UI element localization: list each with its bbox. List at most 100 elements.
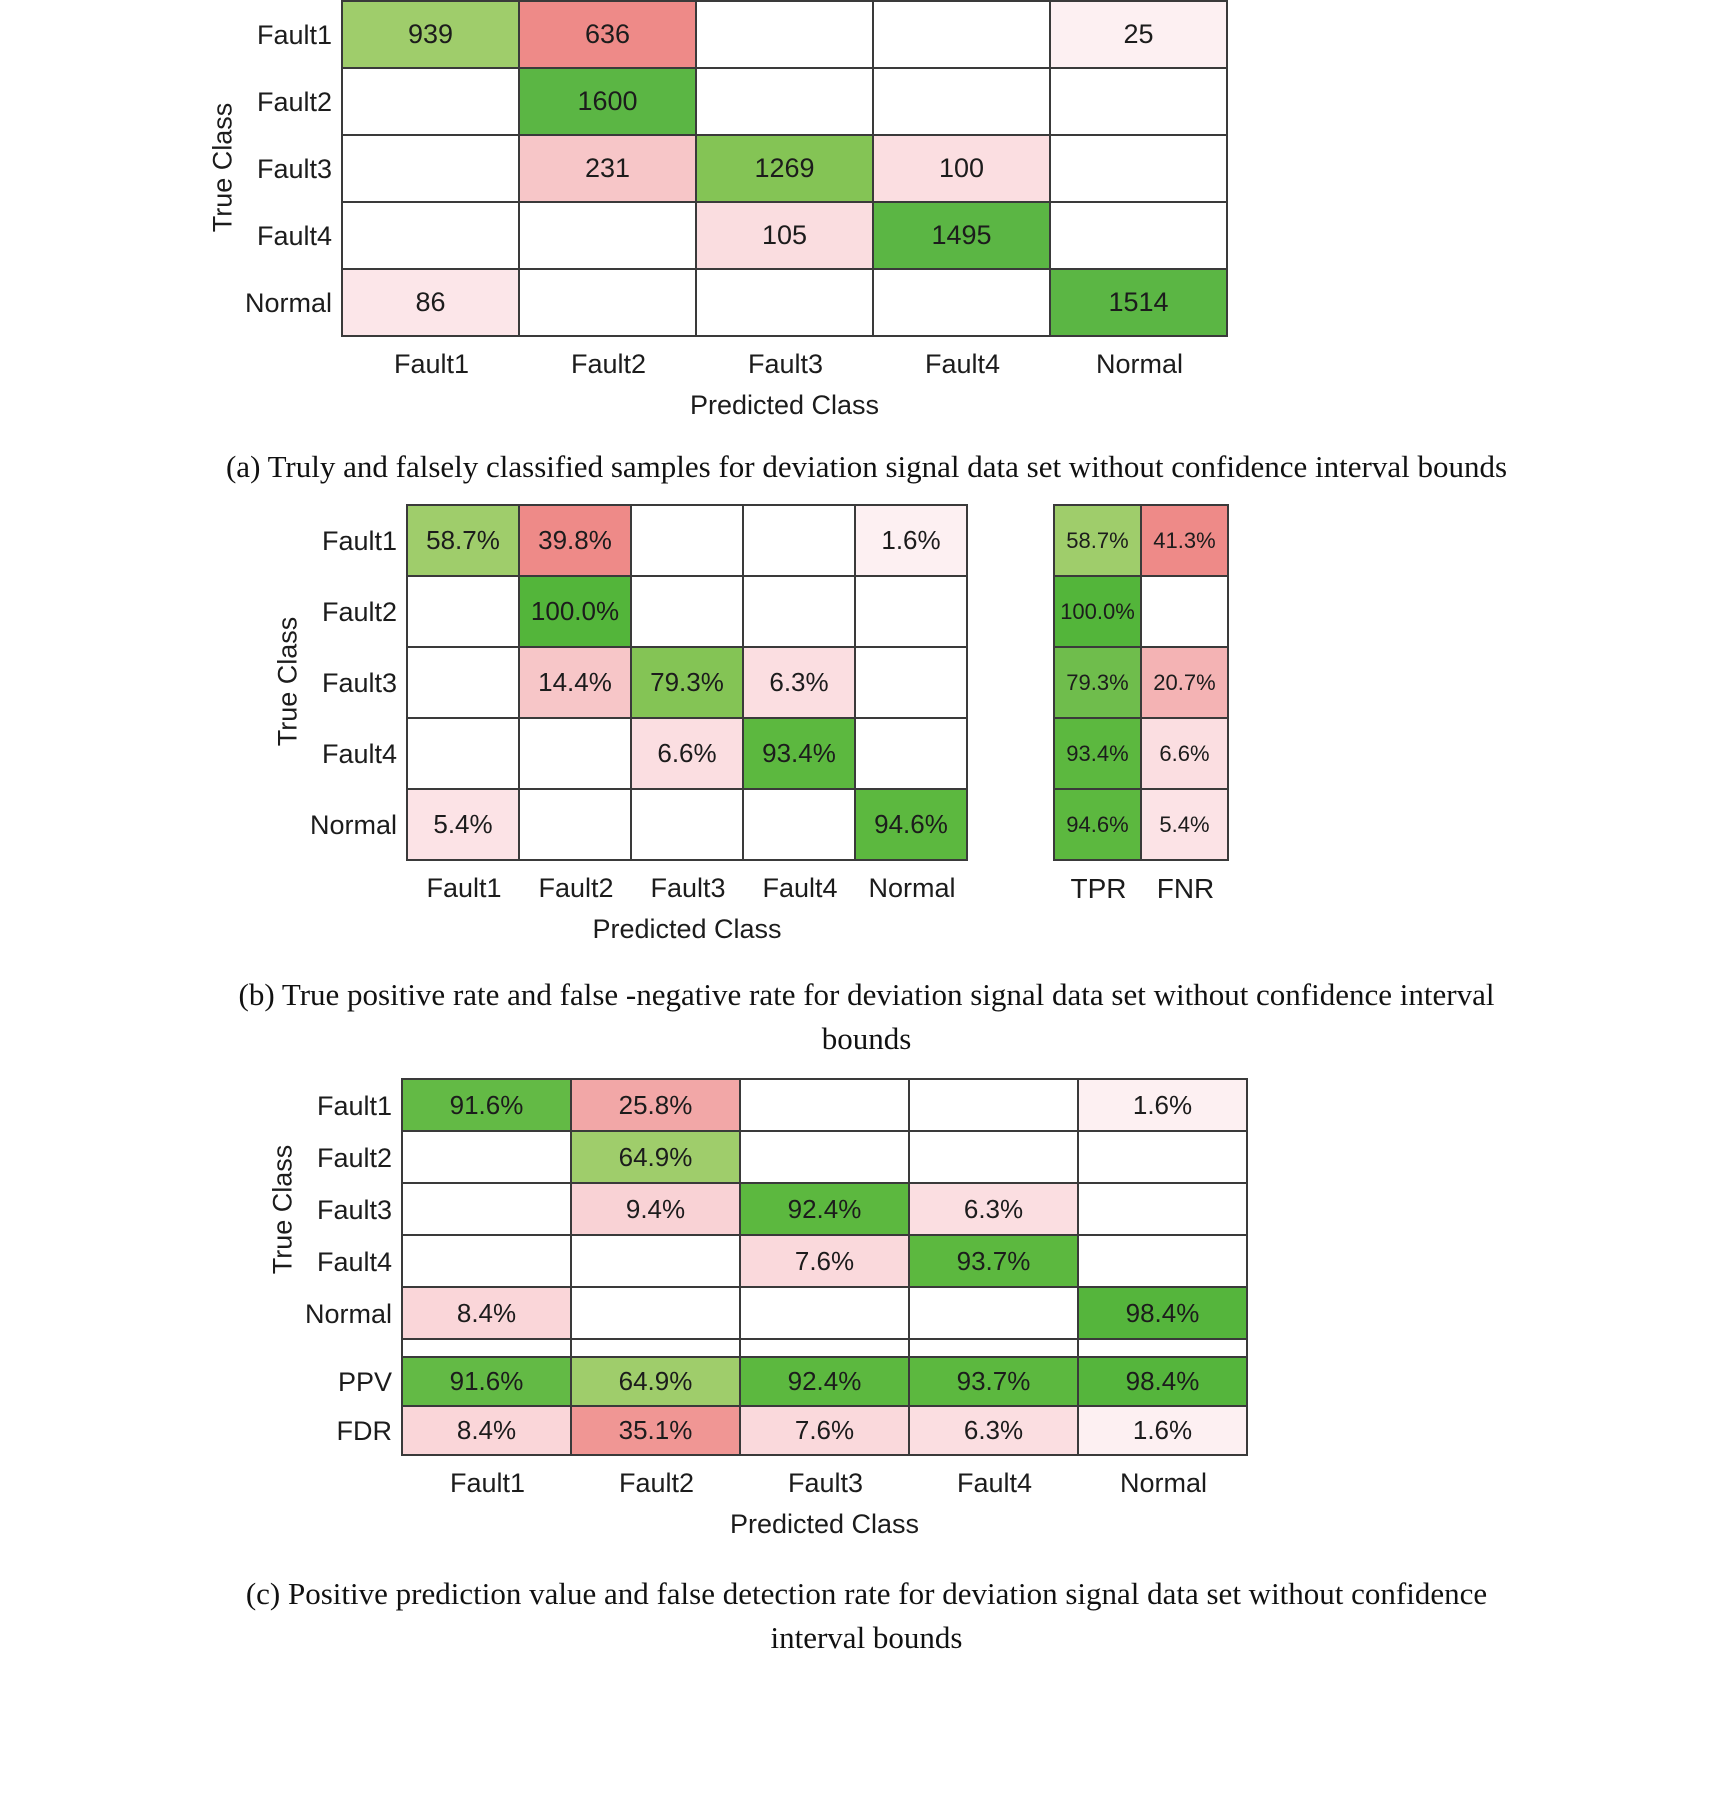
matrix-cell: 14.4%: [520, 648, 632, 720]
matrix-cell: 8.4%: [403, 1407, 572, 1457]
caption-line: (a) Truly and falsely classified samples…: [225, 449, 1508, 484]
col-label: Fault4: [956, 1468, 1033, 1499]
grid-column: 939 636 25 1600 231 1269 100 105 1495 86 1514 Faul…: [341, 0, 1228, 421]
matrix-cell: 35.1%: [572, 1407, 741, 1457]
caption-line: (c) Positive prediction value and false …: [245, 1576, 1488, 1612]
col-label: Fault2: [570, 349, 647, 379]
gap-cell: [1079, 1340, 1248, 1359]
matrix-row: 8.4% 98.4%: [403, 1288, 1248, 1341]
matrix-cell: 25: [1051, 2, 1228, 69]
grid-column: 58.7% 39.8% 1.6% 100.0% 14.4% 79.3% 6.3% 6.6% 93…: [406, 504, 968, 945]
y-axis-title: True Class: [272, 617, 303, 747]
matrix-row: 939 636 25: [343, 2, 1228, 69]
matrix-cell: 7.6%: [741, 1236, 910, 1289]
matrix-cell: [572, 1288, 741, 1341]
matrix-cell: 6.3%: [910, 1407, 1079, 1457]
matrix-cell: 100.0%: [520, 577, 632, 649]
matrix-cell: 94.6%: [856, 790, 968, 862]
y-axis-title: True Class: [207, 102, 238, 233]
matrix-row: 94.6% 5.4%: [1055, 790, 1229, 862]
confusion-matrix-a-counts: True Class Fault1 Fault2 Fault3 Fault4 Norma…: [0, 0, 1733, 488]
matrix-cell: 9.4%: [572, 1184, 741, 1237]
row-label: Fault2: [321, 597, 397, 628]
gap-cell: [403, 1340, 572, 1359]
matrix-cell: 636: [520, 2, 697, 69]
row-label: Fault3: [321, 668, 397, 699]
matrix-cell: [632, 506, 744, 578]
row-label: Fault3: [316, 1194, 392, 1225]
matrix-cell: [1079, 1132, 1248, 1185]
matrix-row: 105 1495: [343, 203, 1228, 270]
matrix-cell: [856, 577, 968, 649]
matrix-cell: [343, 136, 520, 203]
col-label: Fault1: [449, 1468, 526, 1499]
matrix-cell: 92.4%: [741, 1184, 910, 1237]
matrix-cell: [697, 69, 874, 136]
matrix-cell: [572, 1236, 741, 1289]
x-axis-title: Predicted Class: [729, 1509, 920, 1540]
gap-label: [306, 1340, 401, 1358]
row-label: Fault1: [256, 20, 332, 50]
y-axis-title-box: True Class: [200, 0, 246, 335]
col-label: Normal: [1095, 349, 1183, 379]
matrix-cell: 92.4%: [741, 1358, 910, 1408]
matrix-row: 93.4% 6.6%: [1055, 719, 1229, 791]
gap-cell: [741, 1340, 910, 1359]
matrix-cell: 79.3%: [1055, 648, 1142, 720]
matrix-grid: 91.6% 25.8% 1.6% 64.9% 9.4% 92.4% 6.3% 7.6% 93.7…: [401, 1078, 1248, 1457]
matrix-cell: [856, 648, 968, 720]
matrix-row: 1600: [343, 69, 1228, 136]
matrix-cell: [632, 790, 744, 862]
matrix-cell: 6.3%: [910, 1184, 1079, 1237]
row-labels: Fault1 Fault2 Fault3 Fault4 Normal: [245, 2, 341, 337]
y-axis-title-box: True Class: [260, 1078, 306, 1340]
matrix-cell: [403, 1184, 572, 1237]
row-labels: Fault1 Fault2 Fault3 Fault4 Normal: [310, 506, 406, 861]
caption-line: (b) True positive rate and false -negati…: [238, 977, 1495, 1013]
matrix-grid: 939 636 25 1600 231 1269 100 105 1495 86 1514: [341, 0, 1228, 337]
matrix-cell: [343, 69, 520, 136]
matrix-cell: 93.4%: [744, 719, 856, 791]
matrix-cell: [697, 2, 874, 69]
matrix-row: 91.6% 64.9% 92.4% 93.7% 98.4%: [403, 1358, 1248, 1408]
matrix-cell: 94.6%: [1055, 790, 1142, 862]
matrix-row: 91.6% 25.8% 1.6%: [403, 1080, 1248, 1133]
matrix-cell: 1.6%: [1079, 1407, 1248, 1457]
matrix-cell: [520, 270, 697, 337]
matrix-cell: [632, 577, 744, 649]
matrix-cell: 98.4%: [1079, 1358, 1248, 1408]
matrix-row: 14.4% 79.3% 6.3%: [408, 648, 968, 720]
col-labels: Fault1 Fault2 Fault3 Fault4 Normal: [408, 861, 968, 904]
row-label: Fault1: [321, 526, 397, 557]
matrix-cell: [520, 719, 632, 791]
matrix-cell: [343, 203, 520, 270]
matrix-cell: [741, 1080, 910, 1133]
tpr-fnr-block: 58.7% 41.3% 100.0% 79.3% 20.7% 93.4% 6.6% 94.6%…: [1053, 504, 1229, 905]
col-label: Fault3: [787, 1468, 864, 1499]
matrix-row: 58.7% 41.3%: [1055, 506, 1229, 578]
matrix-cell: [520, 790, 632, 862]
matrix-body: True Class Fault1 Fault2 Fault3 Fault4 Norma…: [265, 504, 1733, 945]
matrix-cell: 79.3%: [632, 648, 744, 720]
col-label: Fault3: [650, 873, 726, 904]
matrix-cell: [403, 1236, 572, 1289]
extra-col-label: TPR: [1070, 873, 1127, 905]
caption-a: (a) Truly and falsely classified samples…: [0, 445, 1733, 488]
matrix-body: True Class Fault1 Fault2 Fault3 Fault4 Norma…: [260, 1078, 1733, 1540]
row-label: Fault4: [321, 739, 397, 770]
col-label: Fault1: [426, 873, 502, 904]
col-label: Fault2: [618, 1468, 695, 1499]
matrix-row: 9.4% 92.4% 6.3%: [403, 1184, 1248, 1237]
matrix-cell: [408, 577, 520, 649]
gap-row: [403, 1340, 1248, 1359]
matrix-cell: 39.8%: [520, 506, 632, 578]
matrix-cell: 58.7%: [408, 506, 520, 578]
matrix-cell: [1079, 1236, 1248, 1289]
matrix-row: 8.4% 35.1% 7.6% 6.3% 1.6%: [403, 1407, 1248, 1457]
matrix-cell: [1051, 136, 1228, 203]
row-label: Fault1: [316, 1090, 392, 1121]
matrix-cell: [874, 2, 1051, 69]
gap-cell: [910, 1340, 1079, 1359]
matrix-cell: 86: [343, 270, 520, 337]
row-label: FDR: [336, 1416, 393, 1447]
